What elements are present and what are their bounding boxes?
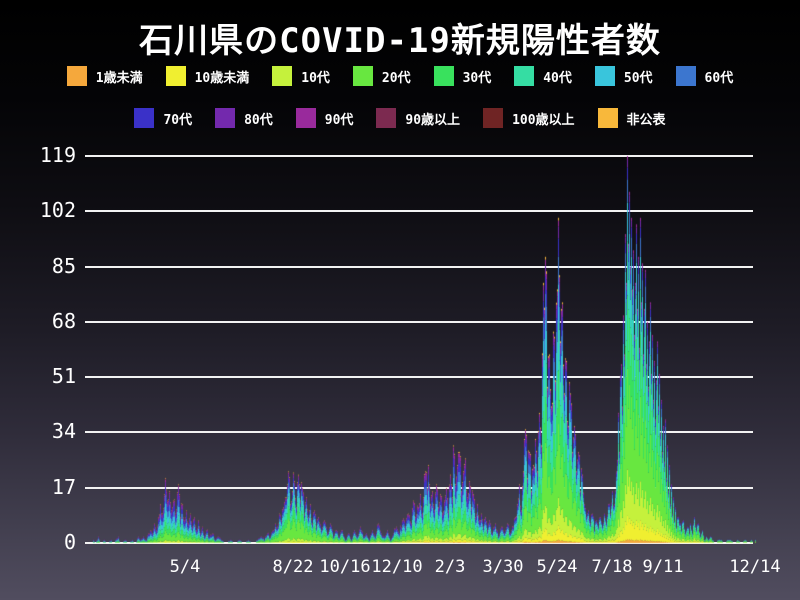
y-tick-label: 17 xyxy=(51,474,76,499)
y-tick-label: 34 xyxy=(51,419,76,444)
x-tick-label: 10/16 xyxy=(319,557,371,577)
y-tick-label: 68 xyxy=(51,308,76,333)
x-tick-label: 2/3 xyxy=(434,557,466,577)
x-tick-label: 8/22 xyxy=(272,557,314,577)
x-tick-label: 9/11 xyxy=(642,557,684,577)
y-tick-label: 119 xyxy=(39,143,76,167)
x-tick-label: 7/18 xyxy=(591,557,633,577)
y-tick-label: 51 xyxy=(51,364,76,389)
x-tick-label: 5/4 xyxy=(169,557,201,577)
y-tick-label: 0 xyxy=(63,530,76,554)
x-tick-label: 5/24 xyxy=(536,557,578,577)
x-tick-label: 12/10 xyxy=(371,557,423,577)
x-tick-label: 12/14 xyxy=(729,557,781,577)
y-tick-label: 102 xyxy=(39,198,76,223)
x-tick-label: 3/30 xyxy=(482,557,524,577)
y-tick-label: 85 xyxy=(51,253,76,278)
